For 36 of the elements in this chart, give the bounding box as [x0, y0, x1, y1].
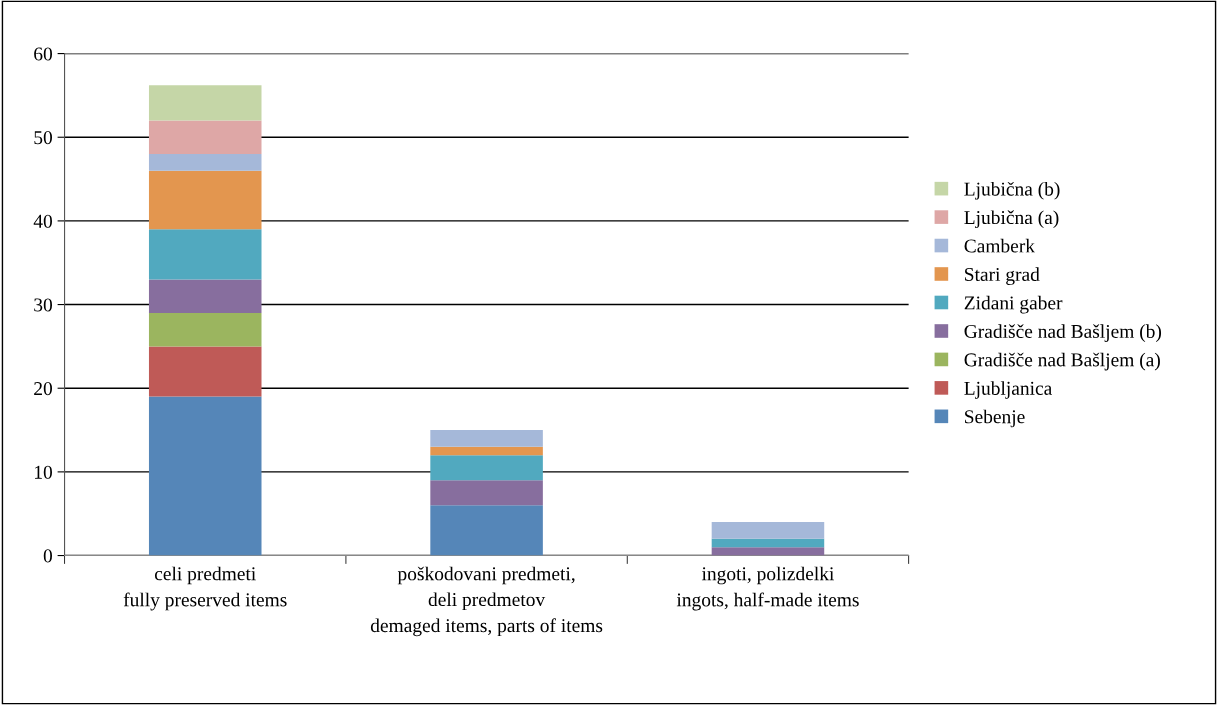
legend-label: Gradišče nad Bašljem (b)	[964, 324, 1162, 342]
legend-label: Zidani gaber	[964, 295, 1063, 314]
bar	[148, 120, 262, 154]
legend-label: Sebenje	[965, 409, 1025, 428]
x-tick-label: poškodovani predmeti, deli predmetov demaged items, parts of items	[370, 566, 603, 637]
y-tick-label: 0	[43, 549, 53, 563]
bar	[148, 85, 262, 121]
y-tick-label: 60	[34, 47, 53, 61]
legend-label: Ljubična (b)	[964, 181, 1060, 200]
legend-label: Camberk	[964, 238, 1036, 253]
bar	[148, 312, 262, 347]
y-tick-label: 20	[34, 382, 53, 396]
bar	[430, 446, 543, 456]
legend-label: Stari grad	[965, 267, 1040, 285]
bar	[711, 547, 825, 556]
legend-label: Ljubična (a)	[964, 210, 1059, 229]
y-tick-label: 30	[34, 298, 53, 312]
legend-label: Gradišče nad Bašljem (a)	[964, 352, 1160, 371]
bar	[148, 396, 262, 556]
bar	[430, 480, 543, 506]
y-tick-label: 10	[35, 465, 53, 479]
bar	[148, 279, 262, 313]
y-tick-label: 40	[33, 214, 53, 228]
bar	[148, 346, 262, 397]
bar	[711, 522, 825, 539]
legend-label: Ljubljanica	[964, 381, 1053, 399]
y-tick-label: 50	[34, 131, 53, 145]
bar	[711, 538, 825, 548]
x-tick-label: celi predmeti fully preserved items	[123, 566, 287, 611]
bar	[430, 430, 543, 447]
bar	[148, 153, 262, 171]
bar	[148, 170, 262, 230]
bar	[430, 505, 543, 556]
x-tick-label: ingoti, polizdelki ingots, half-made items	[676, 566, 859, 611]
bar	[148, 229, 262, 280]
bar	[430, 455, 543, 481]
